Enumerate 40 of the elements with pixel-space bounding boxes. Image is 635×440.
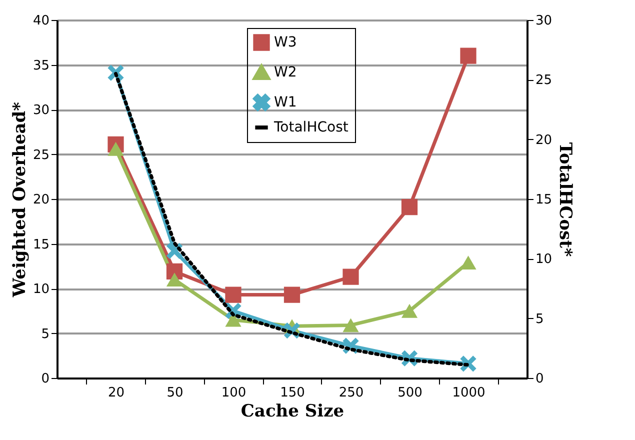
y-tick-label: 15 — [32, 237, 50, 252]
y-tick-label: 30 — [32, 103, 50, 118]
point — [401, 304, 418, 318]
y-tick-label: 40 — [32, 14, 50, 28]
point — [460, 48, 476, 64]
x-tick-label: 20 — [108, 386, 125, 400]
point — [342, 318, 359, 332]
y-tick-label: 35 — [32, 58, 50, 74]
x-tick-label: 150 — [280, 386, 305, 400]
y-tick-label: 0 — [41, 372, 50, 386]
legend-label: W3 — [274, 34, 297, 50]
point — [166, 242, 183, 259]
point — [166, 272, 183, 287]
y-tick-label: 10 — [32, 282, 50, 297]
legend-label: W1 — [274, 94, 297, 110]
legend-label: W2 — [274, 64, 297, 80]
x-tick-label: 250 — [338, 386, 364, 400]
x-tick-label: 1000 — [452, 386, 486, 400]
y2-tick-label: 0 — [536, 372, 544, 386]
point — [284, 286, 300, 303]
point — [342, 268, 359, 285]
y2-tick-label: 5 — [536, 312, 544, 327]
y2-tick-label: 20 — [536, 132, 552, 148]
y-tick-label: 5 — [41, 326, 50, 342]
y-axis-title: Weighted Overhead* — [10, 102, 30, 298]
y-tick-label: 25 — [32, 148, 50, 163]
point — [225, 286, 242, 303]
x-tick-label: 100 — [221, 386, 246, 400]
y2-tick-label: 25 — [536, 73, 552, 88]
point — [401, 198, 418, 216]
y2-tick-label: 15 — [536, 192, 552, 208]
point — [108, 142, 124, 156]
y2-tick-label: 10 — [536, 252, 552, 268]
y-tick-label: 20 — [32, 192, 50, 208]
legend-label: TotalHCost — [273, 120, 349, 136]
y2-axis-title: TotalHCost* — [555, 142, 576, 257]
x-tick-label: 500 — [398, 386, 422, 400]
x-axis-title: Cache Size — [240, 402, 344, 422]
x-tick-label: 50 — [166, 386, 184, 400]
y2-tick-label: 30 — [536, 14, 552, 28]
